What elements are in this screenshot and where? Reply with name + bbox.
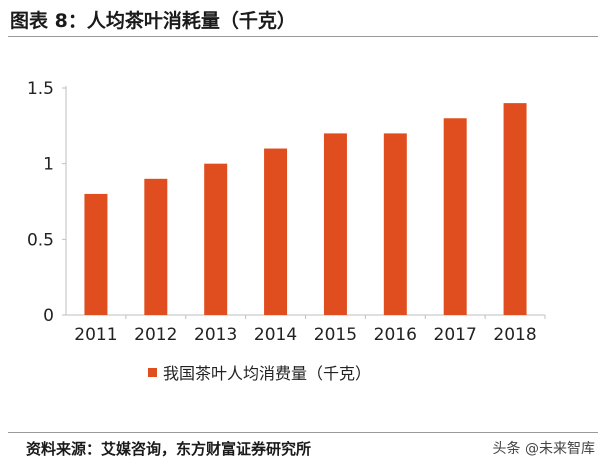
x-tick-label: 2013 <box>194 325 237 345</box>
x-tick-label: 2018 <box>493 325 536 345</box>
x-tick-label: 2016 <box>374 325 417 345</box>
legend-label: 我国茶叶人均消费量（千克） <box>163 364 372 383</box>
bar <box>443 118 467 316</box>
x-tick-label: 2017 <box>434 325 477 345</box>
bar <box>323 133 347 315</box>
chart-area: 0 0.5 1 1.5 2011 2012 2013 2014 2015 2016 2017 2018 <box>0 40 605 390</box>
y-tick-label: 1.5 <box>27 79 54 99</box>
legend-swatch <box>148 367 157 377</box>
chart-title: 图表 8：人均茶叶消耗量（千克） <box>10 10 296 32</box>
source-note: 资料来源：艾媒咨询，东方财富证券研究所 <box>26 440 312 458</box>
bar <box>84 193 108 315</box>
y-tick-label: 1 <box>43 155 54 175</box>
bar <box>503 103 527 315</box>
y-tick-label: 0 <box>43 306 54 326</box>
legend: 我国茶叶人均消费量（千克） <box>148 362 372 383</box>
bar <box>383 133 407 315</box>
bar <box>204 163 228 315</box>
bar <box>144 178 168 315</box>
x-tick-label: 2014 <box>254 325 297 345</box>
bottom-divider <box>8 432 598 433</box>
x-tick-label: 2012 <box>134 325 177 345</box>
bar-chart: 0 0.5 1 1.5 2011 2012 2013 2014 2015 2016 2017 2018 <box>27 79 546 345</box>
x-tick-label: 2015 <box>314 325 357 345</box>
header: 图表 8：人均茶叶消耗量（千克） <box>0 0 605 36</box>
y-tick-label: 0.5 <box>27 230 54 250</box>
watermark: 头条 @未来智库 <box>492 441 595 457</box>
bar <box>264 148 288 315</box>
x-tick-label: 2011 <box>74 325 117 345</box>
top-divider <box>8 36 598 37</box>
